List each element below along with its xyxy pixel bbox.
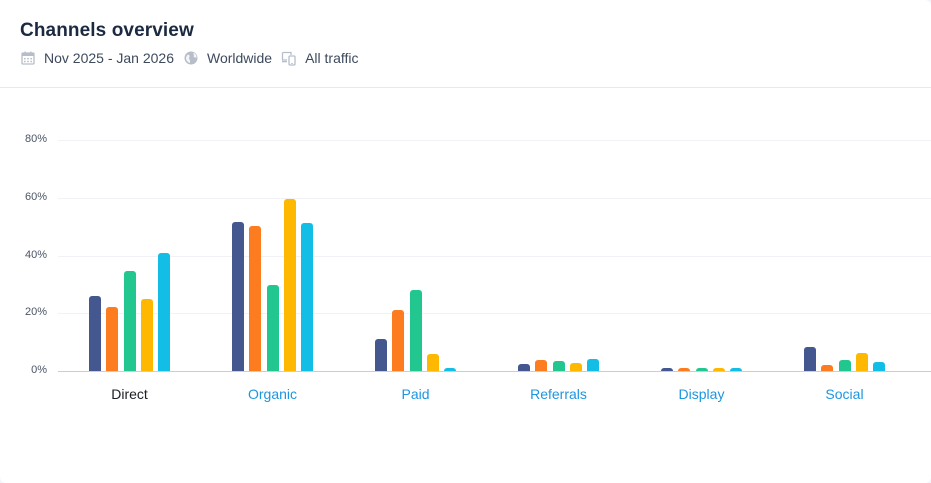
bar-referrals-1[interactable] <box>518 364 531 371</box>
gridline <box>58 255 931 257</box>
channels-bar-chart: 0% 20% 40% 60% 80% Direct Organic Paid Referrals… <box>0 88 931 483</box>
bar-paid-4[interactable] <box>426 353 439 371</box>
bar-direct-4[interactable] <box>140 298 153 371</box>
traffic-filter[interactable]: All traffic <box>281 50 359 66</box>
x-label-social[interactable]: Social <box>825 386 864 402</box>
bar-direct-5[interactable] <box>157 252 170 371</box>
bar-social-5[interactable] <box>872 362 885 371</box>
filter-bar: Nov 2025 - Jan 2026 Worldwide All traffi… <box>20 49 368 67</box>
bar-organic-4[interactable] <box>283 198 296 371</box>
bar-direct-2[interactable] <box>106 307 119 371</box>
bar-display-1[interactable] <box>661 368 674 371</box>
bar-direct-1[interactable] <box>89 295 102 371</box>
traffic-label: All traffic <box>305 50 359 66</box>
globe-icon <box>184 51 198 65</box>
y-tick-label: 0% <box>31 364 47 376</box>
gridline <box>58 140 931 141</box>
x-label-display[interactable]: Display <box>678 386 725 402</box>
x-label-organic[interactable]: Organic <box>247 386 298 402</box>
bar-social-2[interactable] <box>821 364 834 371</box>
bar-social-3[interactable] <box>838 360 851 371</box>
bar-display-4[interactable] <box>712 368 725 371</box>
bar-organic-3[interactable] <box>266 284 279 371</box>
bar-referrals-2[interactable] <box>535 360 548 371</box>
y-tick-label: 40% <box>24 248 47 261</box>
bar-referrals-5[interactable] <box>586 358 599 371</box>
bar-display-5[interactable] <box>729 368 742 371</box>
date-range-filter[interactable]: Nov 2025 - Jan 2026 <box>20 50 174 66</box>
x-label-referrals[interactable]: Referrals <box>530 386 587 402</box>
bar-paid-2[interactable] <box>392 310 405 371</box>
bar-paid-3[interactable] <box>409 290 422 371</box>
date-range-label: Nov 2025 - Jan 2026 <box>44 50 174 66</box>
region-filter[interactable]: Worldwide <box>183 50 272 66</box>
bar-display-2[interactable] <box>678 368 691 371</box>
gridline <box>58 197 931 199</box>
bar-paid-1[interactable] <box>375 339 388 371</box>
card-title: Channels overview <box>20 20 194 41</box>
y-tick-label: 20% <box>24 306 47 319</box>
y-tick-label: 80% <box>24 133 47 145</box>
region-label: Worldwide <box>206 50 273 66</box>
devices-icon <box>281 51 296 66</box>
bar-referrals-4[interactable] <box>569 362 582 371</box>
bar-organic-1[interactable] <box>232 222 245 371</box>
bar-referrals-3[interactable] <box>552 360 565 371</box>
header-divider <box>0 87 931 88</box>
x-axis-line <box>58 371 931 372</box>
x-label-paid[interactable]: Paid <box>401 386 430 402</box>
bar-display-3[interactable] <box>695 368 708 371</box>
y-tick-label: 60% <box>24 190 47 203</box>
x-label-direct: Direct <box>111 386 148 402</box>
bar-social-4[interactable] <box>855 353 868 371</box>
bar-organic-5[interactable] <box>300 222 313 371</box>
bar-direct-3[interactable] <box>123 271 136 371</box>
calendar-icon <box>21 51 35 65</box>
bar-organic-2[interactable] <box>249 226 262 371</box>
bar-social-1[interactable] <box>804 347 817 371</box>
bar-paid-5[interactable] <box>443 368 456 371</box>
gridline <box>58 313 931 315</box>
